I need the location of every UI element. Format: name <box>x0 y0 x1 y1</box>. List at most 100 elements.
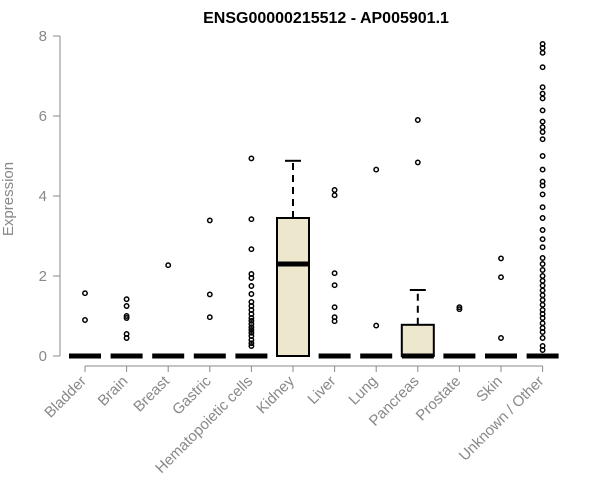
outlier-point <box>248 317 255 324</box>
outlier-point <box>206 217 213 224</box>
outlier-point <box>123 315 130 321</box>
boxes-layer <box>69 41 559 359</box>
outlier-point <box>206 291 213 298</box>
outlier-point <box>498 255 504 262</box>
outlier-point <box>539 124 546 131</box>
outlier-point <box>248 324 255 331</box>
outlier-point <box>82 290 88 297</box>
outlier-point <box>373 166 380 173</box>
outlier-point <box>539 244 546 251</box>
outlier-point <box>248 343 255 349</box>
outlier-point <box>248 283 255 289</box>
outlier-point <box>539 64 546 71</box>
outlier-point <box>539 107 546 114</box>
outlier-point <box>456 304 463 311</box>
outlier-point <box>331 192 338 199</box>
outlier-point <box>123 303 130 309</box>
y-tick-label: 4 <box>39 188 47 205</box>
y-axis: 0 2 4 6 8 <box>39 28 61 365</box>
outlier-point <box>498 335 504 341</box>
x-tick-label: Brain <box>95 373 132 410</box>
outlier-point <box>539 153 546 159</box>
outlier-point <box>539 320 546 327</box>
outlier-point <box>539 287 546 294</box>
outlier-point <box>123 331 130 337</box>
outlier-point <box>539 282 546 289</box>
outlier-point <box>248 329 255 336</box>
outlier-point <box>539 297 546 303</box>
y-tick-label: 6 <box>39 108 47 125</box>
x-tick-label: Liver <box>304 373 339 408</box>
outlier-point <box>248 327 255 333</box>
box-lung <box>360 166 393 359</box>
outlier-point <box>539 343 546 349</box>
outlier-point <box>414 117 421 123</box>
outlier-point <box>539 261 546 267</box>
outlier-point <box>539 191 546 198</box>
box-gastric <box>193 217 226 359</box>
outlier-point <box>539 166 546 173</box>
x-tick-label: Kidney <box>253 372 298 417</box>
x-tick-label: Skin <box>473 373 506 406</box>
x-tick-label: Prostate <box>413 373 465 425</box>
box-bladder <box>69 290 101 359</box>
outlier-point <box>82 317 88 323</box>
box-kidney <box>276 159 310 357</box>
x-tick-label: Bladder <box>41 373 90 422</box>
outlier-point <box>498 274 504 281</box>
outlier-point <box>539 277 546 284</box>
outlier-point <box>539 129 546 135</box>
outlier-point <box>539 307 546 313</box>
box-prostate <box>443 304 476 359</box>
box-brain <box>110 296 143 359</box>
y-axis-label: Expression <box>0 162 17 236</box>
outlier-point <box>539 255 546 261</box>
outlier-point <box>248 340 255 347</box>
outlier-point <box>165 262 172 269</box>
outlier-point <box>539 301 546 308</box>
outlier-point <box>248 271 255 277</box>
box-rect <box>400 323 435 357</box>
outlier-point <box>123 313 130 319</box>
outlier-point <box>456 306 463 313</box>
y-tick-label: 8 <box>39 28 47 45</box>
outlier-point <box>331 270 338 277</box>
outlier-point <box>331 187 338 193</box>
box-rect <box>276 217 310 357</box>
x-tick-label: Breast <box>130 372 173 415</box>
outlier-point <box>248 155 255 162</box>
box-breast <box>152 262 185 359</box>
outlier-point <box>248 246 255 253</box>
outlier-point <box>123 296 130 303</box>
outlier-point <box>331 304 338 311</box>
outlier-point <box>539 273 546 279</box>
box-pancreas <box>400 117 435 359</box>
outlier-point <box>539 118 546 125</box>
box-hematopoietic-cells <box>235 155 268 359</box>
outlier-point <box>248 216 255 223</box>
outlier-point <box>248 333 255 339</box>
outlier-point <box>539 49 546 56</box>
outlier-point <box>539 204 546 211</box>
outlier-point <box>539 136 546 143</box>
outlier-point <box>539 84 546 91</box>
box-liver <box>318 187 351 359</box>
outlier-point <box>248 321 255 327</box>
outlier-point <box>539 236 546 243</box>
outlier-point <box>331 314 338 321</box>
outlier-point <box>248 291 255 297</box>
chart-title: ENSG00000215512 - AP005901.1 <box>203 10 449 27</box>
outlier-point <box>414 159 421 166</box>
outlier-point <box>539 41 546 47</box>
outlier-point <box>539 335 546 341</box>
y-tick-label: 2 <box>39 268 47 285</box>
outlier-point <box>539 215 546 221</box>
outlier-point <box>539 227 546 233</box>
outlier-point <box>539 325 546 331</box>
box-skin <box>485 255 517 359</box>
y-tick-label: 0 <box>39 348 47 365</box>
outlier-point <box>248 299 255 305</box>
box-unknown-other <box>526 41 559 359</box>
